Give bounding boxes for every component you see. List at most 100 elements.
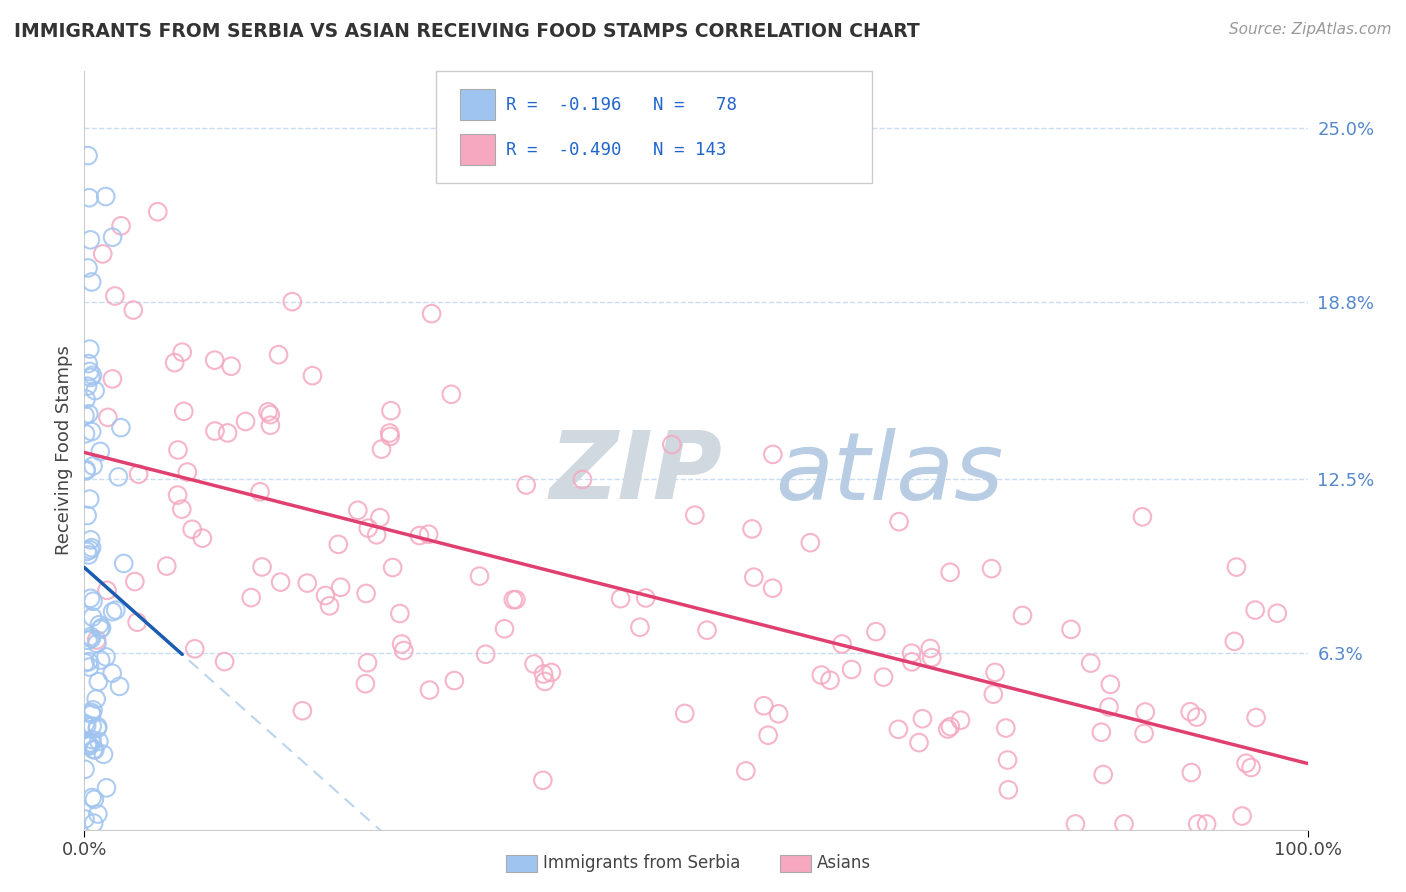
Point <box>380 429 402 443</box>
Point <box>86 720 108 734</box>
Point <box>79 533 101 547</box>
Point <box>366 528 388 542</box>
Point <box>368 510 391 524</box>
Point <box>90 653 112 667</box>
Point <box>86 722 108 736</box>
Point <box>80 732 103 747</box>
Point <box>80 425 103 439</box>
Point <box>112 557 135 571</box>
Point <box>173 404 195 418</box>
Point <box>104 603 127 617</box>
Y-axis label: Receiving Food Stamps: Receiving Food Stamps <box>55 345 73 556</box>
Point <box>82 594 104 608</box>
Point <box>101 230 124 244</box>
Point <box>443 673 465 688</box>
Point <box>752 698 775 713</box>
Point <box>301 368 323 383</box>
Point <box>742 570 765 584</box>
Point <box>328 537 350 551</box>
Point <box>468 569 491 583</box>
Point <box>391 637 413 651</box>
Point <box>166 488 188 502</box>
Point <box>75 464 97 478</box>
Point <box>167 442 190 457</box>
Point <box>994 721 1017 735</box>
Point <box>634 591 657 605</box>
Point <box>89 622 111 636</box>
Point <box>354 677 377 691</box>
Point <box>80 275 103 289</box>
Point <box>80 632 103 646</box>
Point <box>170 502 193 516</box>
Point <box>156 559 179 574</box>
Point <box>79 739 101 753</box>
Point <box>799 535 821 549</box>
Point <box>82 719 104 733</box>
Text: Asians: Asians <box>817 855 870 872</box>
Text: ZIP: ZIP <box>550 427 723 519</box>
Point <box>696 623 718 637</box>
Point <box>96 780 118 795</box>
Point <box>219 359 242 374</box>
Point <box>1080 656 1102 670</box>
Point <box>86 637 108 651</box>
Point <box>267 348 290 362</box>
Point <box>661 437 683 451</box>
Point <box>980 561 1002 575</box>
Point <box>259 418 281 433</box>
Point <box>257 405 280 419</box>
Point <box>901 655 924 669</box>
Point <box>76 719 98 733</box>
Point <box>87 807 110 822</box>
Point <box>865 624 887 639</box>
Point <box>392 643 415 657</box>
Point <box>184 641 207 656</box>
Text: IMMIGRANTS FROM SERBIA VS ASIAN RECEIVING FOOD STAMPS CORRELATION CHART: IMMIGRANTS FROM SERBIA VS ASIAN RECEIVIN… <box>14 22 920 41</box>
Point <box>235 415 257 429</box>
Point <box>768 706 790 721</box>
Point <box>494 622 516 636</box>
Point <box>440 387 463 401</box>
Point <box>76 544 98 558</box>
Point <box>1060 623 1083 637</box>
Point <box>249 484 271 499</box>
Point <box>80 370 103 384</box>
Point <box>87 734 110 748</box>
Point <box>984 665 1007 680</box>
Point <box>505 592 527 607</box>
Point <box>94 189 117 203</box>
Point <box>79 364 101 378</box>
Point <box>83 816 105 830</box>
Point <box>1223 634 1246 648</box>
Point <box>356 656 378 670</box>
Point <box>204 424 226 438</box>
Point <box>628 620 651 634</box>
Point <box>122 303 145 318</box>
Point <box>1225 560 1247 574</box>
Point <box>329 580 352 594</box>
Point <box>1180 765 1202 780</box>
Point <box>76 739 98 753</box>
Point <box>73 812 96 826</box>
Point <box>75 462 97 476</box>
Text: R =  -0.196   N =   78: R = -0.196 N = 78 <box>506 95 737 113</box>
Point <box>77 548 100 562</box>
Point <box>83 792 105 806</box>
Point <box>741 522 763 536</box>
Point <box>841 663 863 677</box>
Point <box>127 615 149 629</box>
Point <box>110 420 132 434</box>
Point <box>1092 767 1115 781</box>
Point <box>77 655 100 669</box>
Point <box>107 470 129 484</box>
Point <box>124 574 146 589</box>
Point <box>101 605 124 619</box>
Point <box>900 646 922 660</box>
Point <box>250 560 273 574</box>
Point <box>346 503 368 517</box>
Point <box>357 521 380 535</box>
Point <box>77 148 100 162</box>
Point <box>683 508 706 523</box>
Point <box>418 683 440 698</box>
Point <box>281 294 304 309</box>
